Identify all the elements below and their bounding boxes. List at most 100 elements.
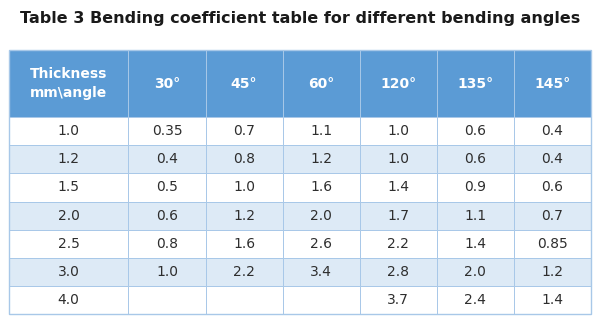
Text: 60°: 60° — [308, 77, 334, 90]
Bar — [206, 258, 283, 286]
Text: 0.9: 0.9 — [464, 181, 487, 194]
Bar — [360, 286, 437, 314]
Text: 30°: 30° — [154, 77, 180, 90]
Bar — [206, 202, 283, 230]
Bar — [514, 50, 591, 117]
Bar — [206, 174, 283, 202]
Text: 1.2: 1.2 — [58, 152, 80, 166]
Bar — [206, 145, 283, 174]
Text: 1.0: 1.0 — [387, 152, 409, 166]
Bar — [9, 117, 128, 145]
Text: 1.1: 1.1 — [464, 209, 487, 223]
Text: 120°: 120° — [380, 77, 416, 90]
Bar — [9, 174, 128, 202]
Bar — [128, 174, 206, 202]
Text: 145°: 145° — [535, 77, 571, 90]
Bar — [128, 117, 206, 145]
Bar — [9, 230, 128, 258]
Text: 2.4: 2.4 — [464, 293, 487, 307]
Text: 2.6: 2.6 — [310, 237, 332, 251]
Bar — [206, 230, 283, 258]
Text: 0.85: 0.85 — [537, 237, 568, 251]
Text: 0.35: 0.35 — [152, 124, 182, 138]
Text: 0.6: 0.6 — [464, 124, 487, 138]
Bar — [514, 174, 591, 202]
Bar — [9, 202, 128, 230]
Bar — [9, 286, 128, 314]
Bar — [206, 286, 283, 314]
Text: 0.4: 0.4 — [542, 124, 563, 138]
Text: 0.8: 0.8 — [156, 237, 178, 251]
Bar — [283, 230, 360, 258]
Text: 1.0: 1.0 — [156, 265, 178, 279]
Bar — [514, 286, 591, 314]
Bar — [360, 145, 437, 174]
Bar — [437, 202, 514, 230]
Bar — [283, 117, 360, 145]
Bar — [128, 145, 206, 174]
Text: 1.4: 1.4 — [387, 181, 409, 194]
Bar — [437, 230, 514, 258]
Bar — [9, 258, 128, 286]
Text: 2.2: 2.2 — [388, 237, 409, 251]
Bar — [360, 174, 437, 202]
Text: 0.6: 0.6 — [156, 209, 178, 223]
Text: 2.2: 2.2 — [233, 265, 255, 279]
Bar — [437, 258, 514, 286]
Text: 0.7: 0.7 — [233, 124, 255, 138]
Text: 1.7: 1.7 — [387, 209, 409, 223]
Bar — [360, 202, 437, 230]
Bar — [283, 145, 360, 174]
Text: 0.7: 0.7 — [542, 209, 563, 223]
Bar — [9, 50, 591, 314]
Bar — [128, 258, 206, 286]
Text: 1.5: 1.5 — [58, 181, 80, 194]
Bar — [128, 286, 206, 314]
Text: 1.6: 1.6 — [310, 181, 332, 194]
Text: 1.4: 1.4 — [464, 237, 487, 251]
Bar — [360, 50, 437, 117]
Bar — [514, 117, 591, 145]
Bar — [128, 202, 206, 230]
Bar — [360, 258, 437, 286]
Text: 1.0: 1.0 — [387, 124, 409, 138]
Text: 1.4: 1.4 — [541, 293, 563, 307]
Text: 1.1: 1.1 — [310, 124, 332, 138]
Bar — [514, 258, 591, 286]
Bar — [437, 286, 514, 314]
Bar — [9, 145, 128, 174]
Bar — [437, 50, 514, 117]
Text: Thickness
mm\angle: Thickness mm\angle — [30, 67, 107, 100]
Text: 1.6: 1.6 — [233, 237, 255, 251]
Bar — [514, 230, 591, 258]
Text: 1.0: 1.0 — [233, 181, 255, 194]
Bar — [283, 258, 360, 286]
Text: 1.2: 1.2 — [310, 152, 332, 166]
Text: 2.0: 2.0 — [310, 209, 332, 223]
Text: 0.8: 0.8 — [233, 152, 255, 166]
Text: 0.5: 0.5 — [156, 181, 178, 194]
Text: 2.0: 2.0 — [464, 265, 487, 279]
Text: 135°: 135° — [457, 77, 493, 90]
Text: 0.6: 0.6 — [541, 181, 563, 194]
Text: 2.0: 2.0 — [58, 209, 80, 223]
Bar — [9, 50, 128, 117]
Text: 0.6: 0.6 — [464, 152, 487, 166]
Text: 0.4: 0.4 — [156, 152, 178, 166]
Text: 2.5: 2.5 — [58, 237, 80, 251]
Bar — [283, 202, 360, 230]
Text: 3.4: 3.4 — [310, 265, 332, 279]
Bar — [283, 174, 360, 202]
Bar — [514, 145, 591, 174]
Text: 45°: 45° — [231, 77, 257, 90]
Bar — [206, 50, 283, 117]
Bar — [360, 117, 437, 145]
Text: 1.2: 1.2 — [233, 209, 255, 223]
Bar — [128, 230, 206, 258]
Bar — [283, 50, 360, 117]
Bar — [437, 145, 514, 174]
Bar — [437, 117, 514, 145]
Text: Table 3 Bending coefficient table for different bending angles: Table 3 Bending coefficient table for di… — [20, 11, 580, 26]
Bar — [206, 117, 283, 145]
Text: 3.0: 3.0 — [58, 265, 80, 279]
